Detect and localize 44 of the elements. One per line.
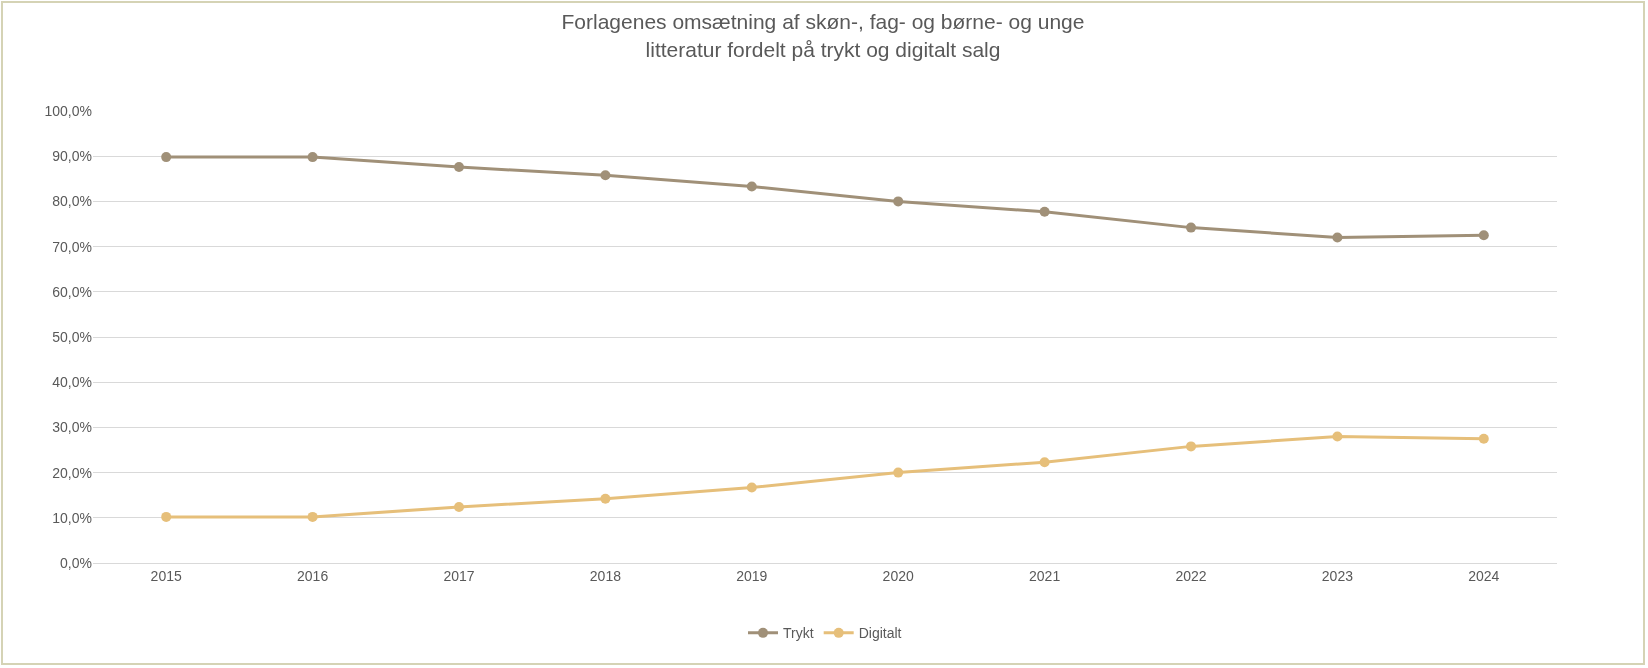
point bbox=[454, 501, 464, 512]
y-tick-label: 40,0% bbox=[52, 374, 92, 391]
x-tick-label: 2022 bbox=[1175, 567, 1207, 584]
point bbox=[1332, 232, 1343, 243]
x-tick-label: 2023 bbox=[1321, 567, 1354, 584]
point bbox=[600, 170, 611, 181]
point bbox=[746, 482, 757, 493]
y-tick-label: 20,0% bbox=[52, 464, 92, 481]
legend-label: Digitalt bbox=[858, 625, 902, 642]
y-tick-label: 80,0% bbox=[52, 193, 92, 210]
x-tick-label: 2018 bbox=[589, 567, 622, 584]
point bbox=[454, 162, 464, 173]
x-tick-label: 2024 bbox=[1468, 567, 1500, 584]
x-tick-label: 2015 bbox=[150, 567, 182, 584]
x-tick-label: 2019 bbox=[736, 567, 768, 584]
y-tick-label: 90,0% bbox=[52, 148, 92, 165]
point bbox=[307, 511, 318, 522]
chart-title: Forlagenes omsætning af skøn-, fag- og børne- og unge litteratur fordelt på trykt og digitalt salg bbox=[561, 10, 1085, 61]
point bbox=[600, 493, 611, 504]
x-tick-label: 2021 bbox=[1029, 567, 1061, 584]
point bbox=[1186, 441, 1196, 452]
point bbox=[1478, 433, 1489, 444]
y-tick-label: 100,0% bbox=[44, 102, 92, 119]
y-tick-label: 10,0% bbox=[52, 509, 92, 526]
y-tick-label: 70,0% bbox=[52, 238, 92, 255]
point bbox=[1039, 206, 1050, 217]
point bbox=[1478, 230, 1489, 241]
point bbox=[746, 181, 757, 192]
y-tick-label: 30,0% bbox=[52, 419, 92, 436]
x-tick-label: 2016 bbox=[297, 567, 329, 584]
point bbox=[893, 196, 904, 207]
point bbox=[1186, 222, 1196, 233]
point bbox=[1039, 457, 1050, 468]
y-tick-label: 50,0% bbox=[52, 328, 92, 345]
y-tick-label: 0,0% bbox=[60, 554, 92, 571]
x-tick-label: 2020 bbox=[882, 567, 914, 584]
y-tick-label: 60,0% bbox=[52, 283, 92, 300]
x-tick-label: 2017 bbox=[443, 567, 475, 584]
point bbox=[307, 152, 318, 163]
point bbox=[1332, 431, 1343, 442]
point bbox=[161, 152, 172, 163]
point bbox=[893, 467, 904, 478]
legend-label: Trykt bbox=[783, 625, 814, 642]
point bbox=[161, 511, 172, 522]
